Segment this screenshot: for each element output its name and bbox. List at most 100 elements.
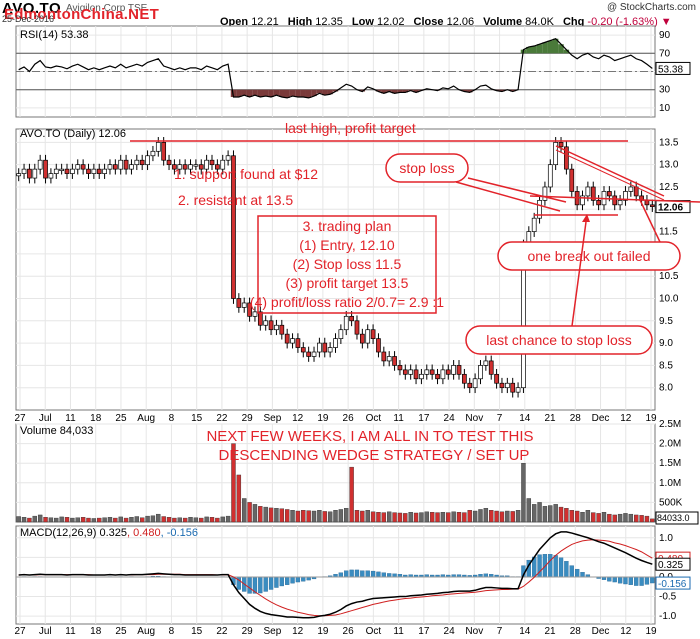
macd-histogram-bar xyxy=(268,576,274,590)
volume-bar xyxy=(435,512,440,523)
macd-histogram-bar xyxy=(381,572,386,578)
x-axis-tick-label: 11 xyxy=(65,626,76,637)
volume-bar xyxy=(70,517,75,523)
volume-bar xyxy=(580,512,585,523)
candle xyxy=(134,159,140,166)
macd-histogram-bar xyxy=(639,576,644,586)
macd-histogram-bar xyxy=(349,569,354,578)
price-y-tick-label: 8.0 xyxy=(659,383,673,394)
macd-title: MACD(12,26,9) 0.325, 0.480, -0.156 xyxy=(20,527,198,539)
volume-bar xyxy=(548,505,553,523)
rsi-overbought-fill xyxy=(547,40,553,54)
candle xyxy=(257,311,263,326)
x-axis-tick-label: Nov xyxy=(465,413,483,424)
macd-histogram-bar xyxy=(301,576,306,582)
volume-bar xyxy=(413,512,419,523)
volume-bar xyxy=(193,517,199,523)
volume-bar xyxy=(644,515,650,523)
volume-bar xyxy=(558,506,564,523)
volume-bar xyxy=(225,515,231,523)
breakout-failed-bubble xyxy=(497,241,681,271)
volume-bar xyxy=(209,517,215,523)
volume-bar xyxy=(429,512,435,523)
volume-bar xyxy=(91,518,97,523)
volume-bar xyxy=(521,463,526,523)
candle xyxy=(440,369,446,380)
volume-bar xyxy=(204,516,209,523)
macd-title-part: , -0.156 xyxy=(161,527,198,539)
x-axis-tick-label: 19 xyxy=(317,626,329,637)
rsi-oversold-fill xyxy=(467,89,473,93)
price-y-tick-label: 8.5 xyxy=(659,360,673,371)
candle xyxy=(193,164,199,167)
volume-bar xyxy=(515,510,521,523)
x-axis-tick-label: 11 xyxy=(393,626,404,637)
macd-histogram-bar xyxy=(650,576,655,584)
x-axis-tick-label: 24 xyxy=(444,413,456,424)
candle xyxy=(483,360,489,366)
volume-bar xyxy=(290,510,295,523)
candle xyxy=(150,150,156,157)
x-axis-tick-label: 22 xyxy=(216,626,228,637)
candle xyxy=(596,200,601,206)
candle xyxy=(64,168,70,174)
macd-histogram-bar xyxy=(623,576,628,585)
price-y-tick-label: 13.0 xyxy=(659,160,679,171)
macd-histogram-bar xyxy=(612,576,617,583)
candle xyxy=(43,159,48,179)
macd-histogram-bar xyxy=(354,569,360,578)
x-axis-tick-label: 25 xyxy=(115,413,127,424)
macd-histogram-bar xyxy=(258,576,263,594)
x-axis-tick-label: 12 xyxy=(620,626,632,637)
rsi-oversold-fill xyxy=(359,89,366,92)
annotation-stop-loss: stop loss xyxy=(399,160,454,176)
x-axis-tick-label: 19 xyxy=(645,626,657,637)
candle xyxy=(80,164,86,170)
chg-value: -0.20 (-1.63%) ▼ xyxy=(587,16,672,28)
trading-plan-line: (4) profit/loss ratio 2/0.7= 2.9 :1 xyxy=(250,294,444,310)
candle xyxy=(48,173,54,179)
volume-bar xyxy=(279,508,285,523)
candle xyxy=(499,382,505,389)
close-value: 12.06 xyxy=(446,16,475,28)
x-axis-tick-label: 11 xyxy=(393,413,404,424)
rsi-oversold-fill xyxy=(461,89,468,92)
volume-bar xyxy=(424,511,429,523)
rsi-oversold-fill xyxy=(273,89,280,96)
volume-bar xyxy=(274,508,279,523)
x-axis-tick-label: 21 xyxy=(544,413,556,424)
volume-bar xyxy=(510,511,515,523)
volume-bar xyxy=(188,517,193,523)
macd-histogram-bar xyxy=(387,573,392,578)
volume-bar xyxy=(408,512,413,523)
volume-title: Volume 84,033 xyxy=(20,425,93,437)
macd-histogram-bar xyxy=(580,572,585,578)
volume-bar xyxy=(54,517,59,523)
volume-bar xyxy=(258,506,263,523)
macd-histogram-bar xyxy=(558,557,564,578)
macd-histogram-bar xyxy=(574,568,580,578)
volume-bar xyxy=(483,508,489,523)
x-axis-tick-label: Nov xyxy=(465,626,483,637)
volume-bar xyxy=(161,516,166,523)
volume-bar xyxy=(564,508,569,523)
trading-plan-line: (3) profit target 13.5 xyxy=(286,275,409,291)
volume-bar xyxy=(129,517,134,523)
rsi-oversold-fill xyxy=(252,89,258,96)
rsi-oversold-fill xyxy=(246,89,253,97)
volume-bar xyxy=(446,512,451,523)
candle xyxy=(16,173,22,177)
candle xyxy=(295,338,301,348)
rsi-oversold-fill xyxy=(268,89,274,97)
candle xyxy=(53,168,59,174)
candle xyxy=(118,159,124,170)
rsi-oversold-fill xyxy=(236,89,242,97)
candle xyxy=(435,373,440,380)
macd-title-part: MACD(12,26,9) 0.325 xyxy=(20,527,127,539)
rsi-overbought-fill xyxy=(542,42,548,54)
x-axis-tick-label: 12 xyxy=(292,626,304,637)
breakout-arrow xyxy=(639,199,661,243)
volume-bar xyxy=(585,510,591,523)
candle xyxy=(333,338,338,348)
